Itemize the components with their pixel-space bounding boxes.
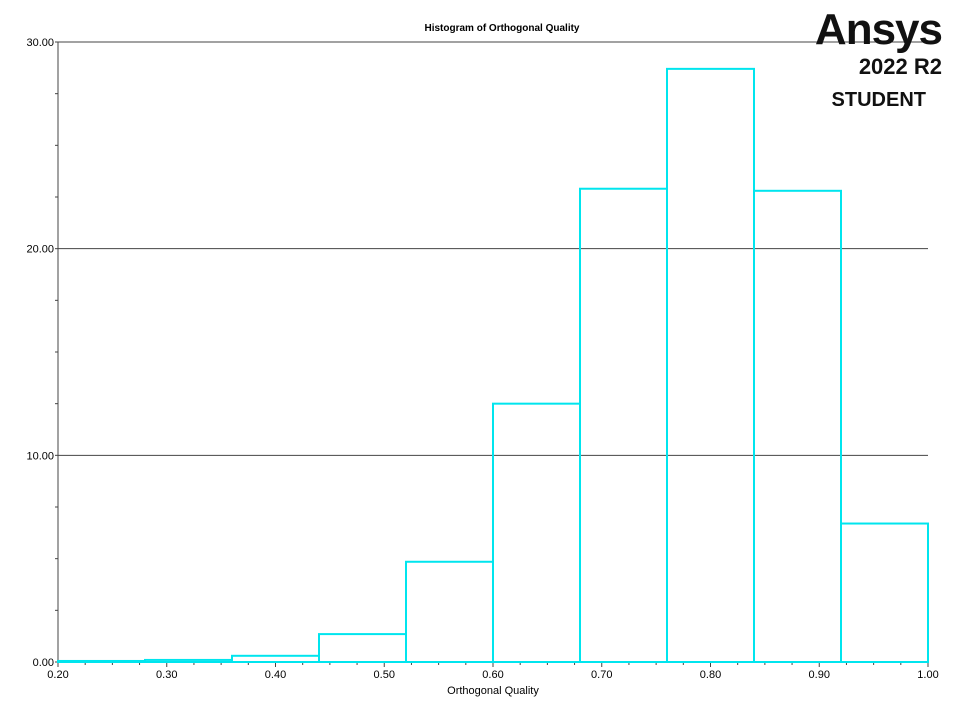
- x-tick-label: 0.50: [374, 669, 395, 681]
- histogram-bar: [57, 659, 146, 664]
- ansys-logo-text: Ansys: [814, 5, 943, 54]
- version-label: 2022 R2: [858, 54, 942, 79]
- histogram-bar: [405, 560, 494, 663]
- histogram-bar: [666, 67, 755, 664]
- histogram-bar: [579, 187, 668, 663]
- histogram-bar: [753, 189, 842, 664]
- y-tick-label: 20.00: [26, 244, 54, 256]
- edition-label: STUDENT: [831, 89, 926, 111]
- y-tick-label: 10.00: [26, 450, 54, 462]
- histogram-bar: [144, 658, 233, 664]
- x-tick-label: 0.20: [47, 669, 68, 681]
- x-tick-label: 0.30: [156, 669, 177, 681]
- x-tick-label: 0.60: [482, 669, 503, 681]
- histogram-bar: [318, 633, 407, 663]
- x-tick-label: 0.90: [809, 669, 830, 681]
- x-tick-label: 0.70: [591, 669, 612, 681]
- x-tick-label: 1.00: [917, 669, 938, 681]
- histogram-bar: [231, 654, 320, 663]
- x-tick-label: 0.40: [265, 669, 286, 681]
- chart-title: Histogram of Orthogonal Quality: [424, 23, 579, 34]
- histogram-bar: [840, 522, 929, 663]
- x-tick-label: 0.80: [700, 669, 721, 681]
- histogram-bar: [492, 402, 581, 663]
- y-tick-label: 0.00: [33, 657, 54, 669]
- y-tick-label: 30.00: [26, 37, 54, 49]
- x-axis-label: Orthogonal Quality: [447, 685, 539, 697]
